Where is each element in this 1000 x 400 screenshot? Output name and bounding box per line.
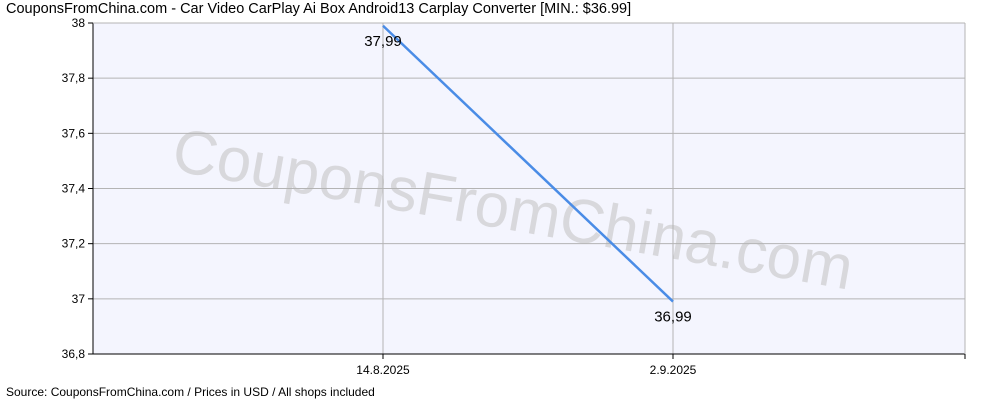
x-tick-label: 14.8.2025: [356, 363, 410, 377]
chart-title: CouponsFromChina.com - Car Video CarPlay…: [6, 1, 632, 17]
y-tick-label: 37,8: [62, 71, 86, 85]
series-group: [382, 24, 674, 303]
data-label: 37,99: [364, 33, 402, 50]
series-line: [382, 24, 674, 303]
y-tick-label: 38: [72, 16, 86, 30]
data-labels: 37,99 36,99: [364, 33, 692, 326]
y-tick-label: 37,6: [62, 126, 86, 140]
source-footer: Source: CouponsFromChina.com / Prices in…: [6, 385, 375, 399]
data-label: 36,99: [654, 309, 692, 326]
x-tick-label: 2.9.2025: [650, 363, 697, 377]
x-axis-ticks: 14.8.2025 2.9.2025: [356, 354, 966, 377]
y-tick-label: 37,4: [62, 182, 86, 196]
y-tick-label: 37,2: [62, 237, 86, 251]
y-tick-label: 36,8: [62, 347, 86, 361]
y-tick-label: 37: [72, 292, 86, 306]
y-axis-ticks: 36,8 37 37,2 37,4 37,6 37,8 38: [62, 16, 93, 361]
